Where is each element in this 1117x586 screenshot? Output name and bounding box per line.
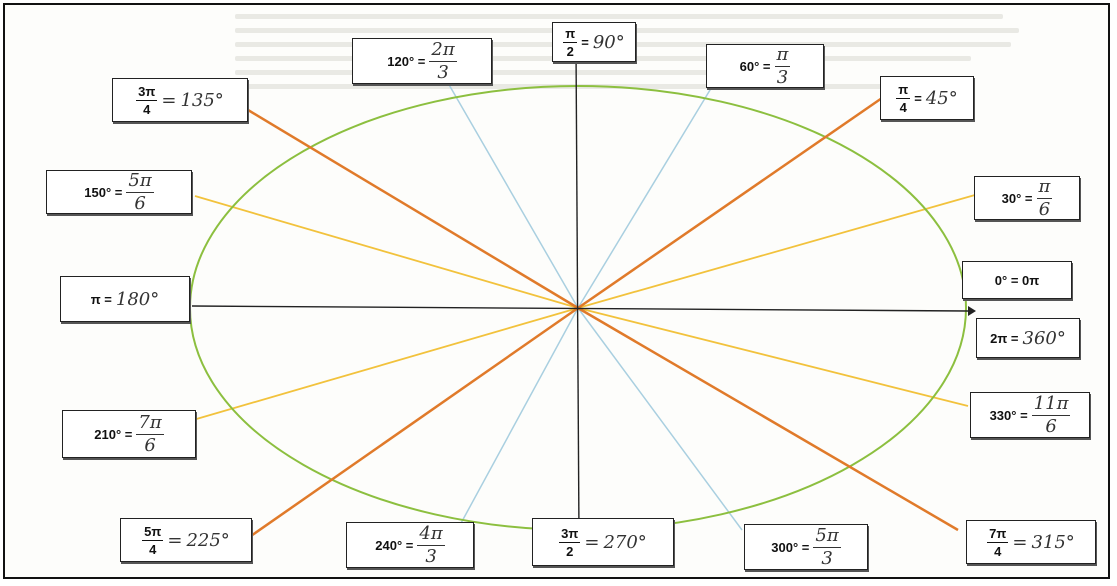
x-axis <box>191 305 969 312</box>
label-270-degrees: 3π 2 = 270° <box>532 518 674 566</box>
label-225-lhs: 5π 4 <box>142 523 164 557</box>
label-225-degrees: 5π 4 = 225° <box>120 518 252 562</box>
angle-line-150 <box>194 195 579 309</box>
label-240-rhs: 4π 3 <box>417 522 445 567</box>
label-360-degrees: 2π = 360° <box>976 318 1080 358</box>
angle-line-120-300-b <box>577 307 743 531</box>
label-120-degrees: 120° = 2π 3 <box>352 38 492 84</box>
label-210-degrees: 210° = 7π 6 <box>62 410 196 458</box>
label-135-degrees: 3π 4 = 135° <box>112 78 248 122</box>
angle-line-210 <box>192 307 579 421</box>
label-180-degrees: π = 180° <box>60 276 190 322</box>
angle-line-45 <box>577 96 883 310</box>
angle-line-60-240 <box>432 56 579 309</box>
label-135-lhs: 3π 4 <box>136 83 158 117</box>
label-150-degrees: 150° = 5π 6 <box>46 170 192 214</box>
angle-line-330 <box>577 307 969 407</box>
label-270-lhs: 3π 2 <box>559 525 581 559</box>
angle-line-225 <box>247 306 579 540</box>
label-150-rhs: 5π 6 <box>126 169 154 214</box>
label-315-degrees: 7π 4 = 315° <box>966 520 1096 564</box>
label-330-rhs: 11π 6 <box>1031 392 1071 437</box>
label-330-degrees: 330° = 11π 6 <box>970 392 1090 438</box>
label-0-degrees: 0° = 0π <box>962 261 1072 299</box>
label-240-degrees: 240° = 4π 3 <box>346 522 474 568</box>
x-axis-arrowhead <box>968 306 976 316</box>
label-300-rhs: 5π 3 <box>813 524 841 569</box>
y-axis <box>575 47 580 537</box>
angle-line-135 <box>247 108 579 310</box>
angle-line-30 <box>577 192 983 309</box>
angle-line-60-240-b <box>459 307 579 526</box>
label-300-degrees: 300° = 5π 3 <box>744 524 868 570</box>
label-210-rhs: 7π 6 <box>136 411 164 456</box>
angle-line-315 <box>577 306 959 532</box>
label-315-lhs: 7π 4 <box>987 525 1009 559</box>
label-120-rhs: 2π 3 <box>429 38 457 83</box>
